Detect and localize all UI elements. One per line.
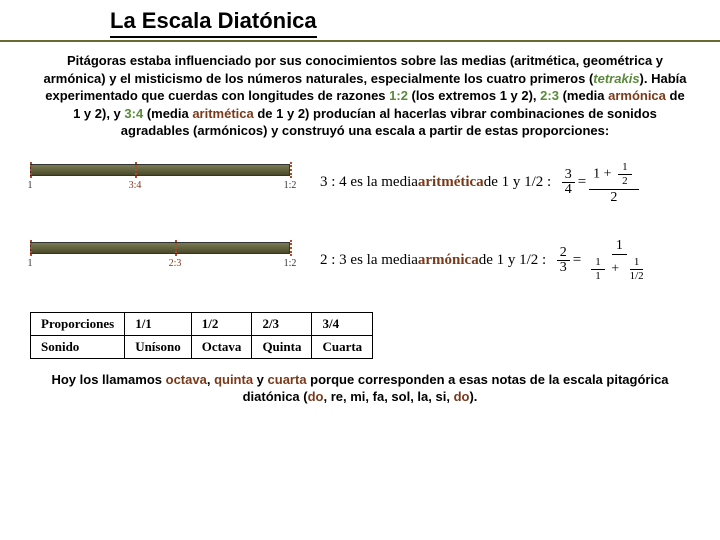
string-diagram-2: 1 2:3 1:2 — [20, 232, 300, 292]
tick-mid — [175, 240, 177, 256]
quinta-word: quinta — [214, 372, 253, 387]
table-row: Sonido Unísono Octava Quinta Cuarta — [31, 335, 379, 358]
tick-label: 1:2 — [284, 258, 297, 269]
ratio-2-3: 2:3 — [540, 88, 559, 103]
aritmetica-word: aritmética — [192, 106, 253, 121]
ratio-3-4: 3:4 — [124, 106, 143, 121]
string-bar — [30, 164, 290, 176]
tick-label: 1:2 — [284, 180, 297, 191]
media-armonica-line: 2 : 3 es la media armónica de 1 y 1/2 : … — [320, 238, 658, 284]
table-cell: Unísono — [125, 335, 192, 358]
tick-mid — [135, 162, 137, 178]
tick-label: 1 — [28, 180, 33, 191]
table-cell: 3/4 — [312, 312, 373, 335]
figures-area: 1 3:4 1:2 1 2:3 1:2 3 : 4 es la media ar… — [0, 154, 720, 304]
table-header: Sonido — [31, 335, 125, 358]
aritmetica-word: aritmética — [418, 174, 484, 191]
table-cell: Octava — [191, 335, 252, 358]
table-row: Proporciones 1/1 1/2 2/3 3/4 — [31, 312, 379, 335]
table-cell: 1/1 — [125, 312, 192, 335]
intro-paragraph: Pitágoras estaba influenciado por sus co… — [0, 42, 720, 140]
tick-label: 2:3 — [169, 258, 182, 269]
tick-left — [30, 240, 32, 256]
table-cell: 2/3 — [252, 312, 312, 335]
fraction-2-3: 2 3 — [557, 246, 570, 275]
tetrakis-word: tetrakis — [593, 71, 639, 86]
tick-label: 3:4 — [129, 180, 142, 191]
string-bar — [30, 242, 290, 254]
octava-word: octava — [166, 372, 207, 387]
tick-left — [30, 162, 32, 178]
cuarta-word: cuarta — [268, 372, 307, 387]
tick-right — [290, 240, 292, 256]
proportions-table: Proporciones 1/1 1/2 2/3 3/4 Sonido Unís… — [30, 312, 379, 359]
footer-paragraph: Hoy los llamamos octava, quinta y cuarta… — [0, 359, 720, 406]
string-diagram-1: 1 3:4 1:2 — [20, 154, 300, 214]
ratio-1-2: 1:2 — [389, 88, 408, 103]
table-cell: 1/2 — [191, 312, 252, 335]
table-cell: Quinta — [252, 335, 312, 358]
page-title: La Escala Diatónica — [110, 8, 317, 38]
tick-right — [290, 162, 292, 178]
table-header: Proporciones — [31, 312, 125, 335]
do-word: do — [308, 389, 324, 404]
media-aritmetica-line: 3 : 4 es la media aritmética de 1 y 1/2 … — [320, 160, 642, 206]
fraction-rhs: 1 11 + 11/2 — [584, 238, 654, 284]
do-word: do — [454, 389, 470, 404]
fraction-rhs: 1 + 12 2 — [589, 160, 638, 206]
table-cell: Cuarta — [312, 335, 373, 358]
fraction-3-4: 3 4 — [562, 168, 575, 197]
armonica-word: armónica — [418, 252, 479, 269]
tick-label: 1 — [28, 258, 33, 269]
armonica-word: armónica — [608, 88, 666, 103]
